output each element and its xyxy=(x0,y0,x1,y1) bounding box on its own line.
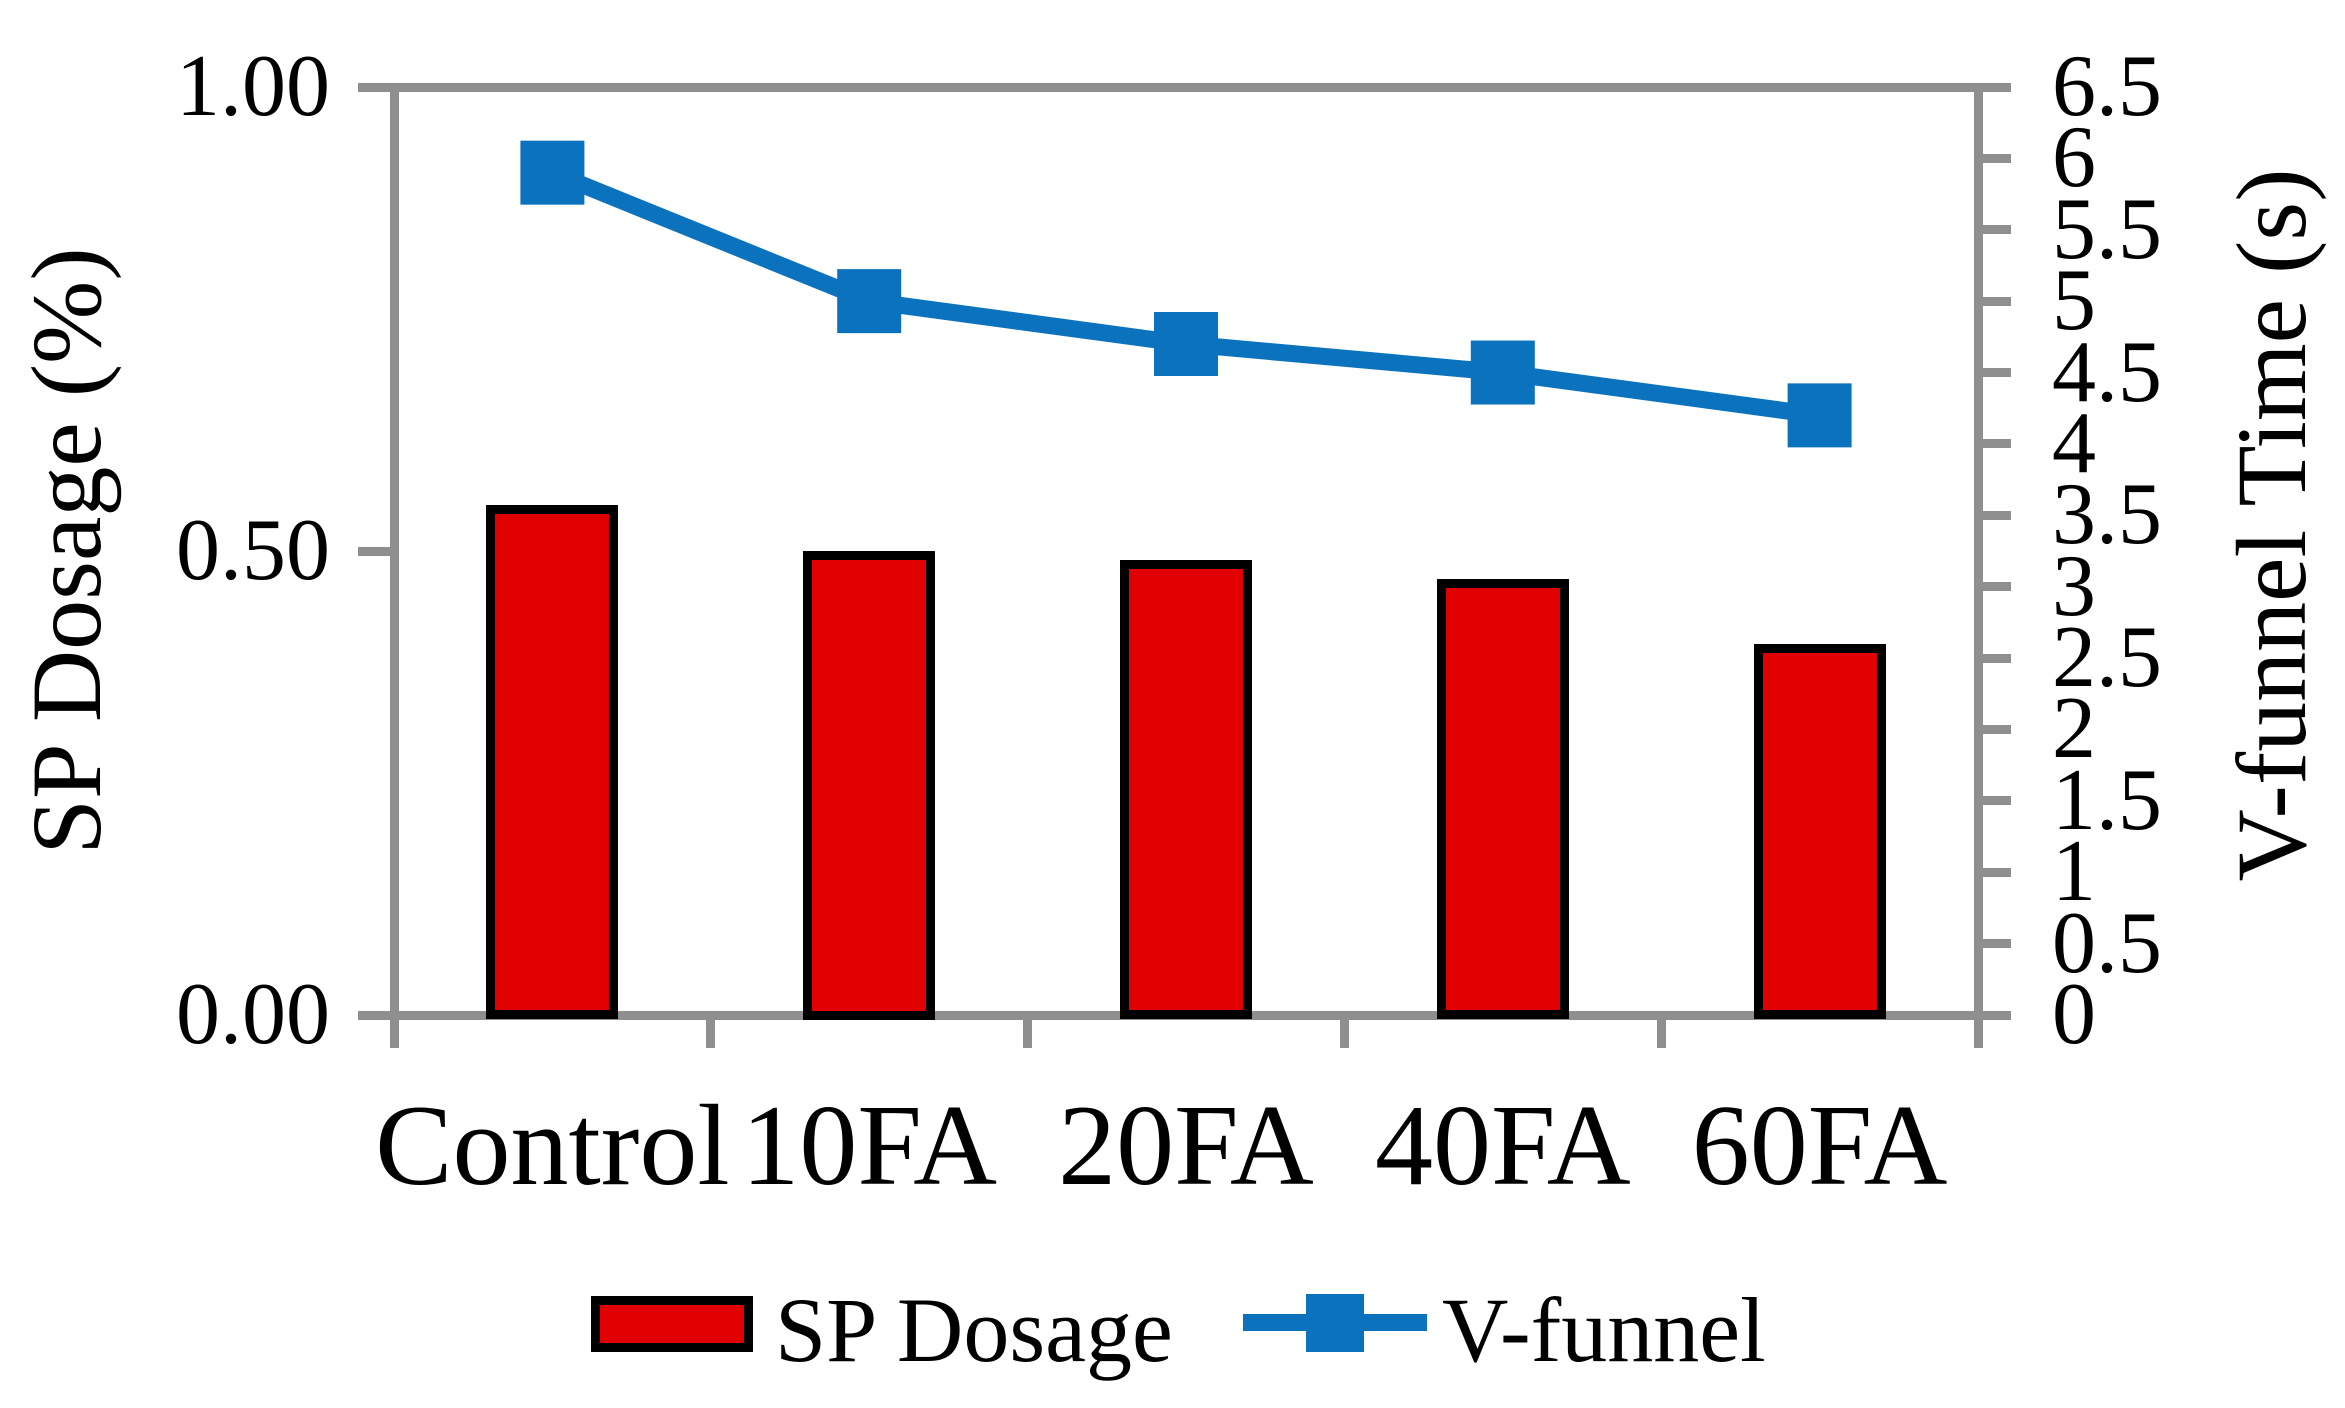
right-axis-tick xyxy=(1982,582,2011,592)
x-axis-tick xyxy=(389,1019,399,1048)
right-axis-tick xyxy=(1982,225,2011,235)
x-axis-tick xyxy=(1973,1019,1983,1048)
right-axis-tick-label: 5 xyxy=(2052,252,2096,350)
right-axis-tick xyxy=(1982,296,2011,306)
right-axis-tick-label: 0 xyxy=(2052,966,2096,1063)
top-axis-line xyxy=(389,82,1983,92)
right-axis-tick xyxy=(1982,510,2011,520)
right-axis-tick-label: 3.5 xyxy=(2052,466,2162,564)
legend-line-label: V-funnel xyxy=(1442,1279,1766,1381)
right-axis-tick-label: 2 xyxy=(2052,680,2096,778)
right-axis-tick xyxy=(1982,653,2011,663)
bar-Control xyxy=(486,504,619,1020)
right-axis-tick xyxy=(1982,796,2011,806)
right-axis-tick xyxy=(1982,939,2011,949)
right-axis-tick xyxy=(1982,82,2011,92)
line-series-path xyxy=(549,164,1821,424)
right-axis-tick-label: 1.5 xyxy=(2052,751,2162,849)
line-marker-10FA xyxy=(837,269,902,334)
right-axis-tick-label: 5.5 xyxy=(2052,180,2162,278)
left-axis-tick-label: 1.00 xyxy=(176,38,330,135)
legend-line-marker-icon xyxy=(1306,1294,1364,1352)
right-axis-tick-label: 0.5 xyxy=(2052,894,2162,992)
x-axis-category-label: 60FA xyxy=(1691,1082,1948,1210)
right-axis-tick xyxy=(1982,368,2011,378)
legend-bar-label: SP Dosage xyxy=(775,1279,1173,1381)
x-axis-tick xyxy=(1023,1019,1033,1048)
right-axis-tick xyxy=(1982,439,2011,449)
left-axis-tick xyxy=(357,1010,390,1020)
left-axis-tick-label: 0.50 xyxy=(176,502,330,599)
right-axis-line xyxy=(1973,82,1983,1020)
right-axis-tick xyxy=(1982,867,2011,877)
left-axis-line xyxy=(389,82,399,1020)
right-axis-tick xyxy=(1982,1010,2011,1020)
line-marker-20FA xyxy=(1154,311,1218,376)
bar-20FA xyxy=(1120,560,1252,1020)
x-axis-tick xyxy=(1339,1019,1349,1048)
right-axis-tick-label: 6 xyxy=(2052,109,2096,207)
x-axis-category-label: 10FA xyxy=(741,1082,998,1210)
right-axis-tick-label: 1 xyxy=(2052,823,2096,921)
right-axis-tick-label: 4.5 xyxy=(2052,323,2162,421)
x-axis-category-label: 40FA xyxy=(1374,1082,1631,1210)
x-axis-category-label: Control xyxy=(375,1082,730,1210)
bar-40FA xyxy=(1436,578,1569,1020)
right-axis-tick-label: 4 xyxy=(2052,394,2096,492)
line-marker-Control xyxy=(520,140,585,205)
left-axis-tick xyxy=(357,82,390,92)
legend-bar-swatch xyxy=(591,1296,753,1352)
bar-10FA xyxy=(803,551,936,1020)
bar-60FA xyxy=(1753,643,1886,1020)
left-axis-tick-label: 0.00 xyxy=(176,966,330,1063)
line-marker-40FA xyxy=(1470,340,1535,405)
right-axis-tick xyxy=(1982,724,2011,734)
left-axis-tick xyxy=(357,546,390,556)
right-axis-tick-label: 6.5 xyxy=(2052,38,2162,135)
right-axis-tick-label: 3 xyxy=(2052,537,2096,635)
line-marker-60FA xyxy=(1787,383,1852,448)
x-axis-category-label: 20FA xyxy=(1058,1082,1314,1210)
right-axis-tick-label: 2.5 xyxy=(2052,609,2162,707)
x-axis-tick xyxy=(1656,1019,1666,1048)
right-axis-tick xyxy=(1982,153,2011,163)
x-axis-tick xyxy=(706,1019,716,1048)
